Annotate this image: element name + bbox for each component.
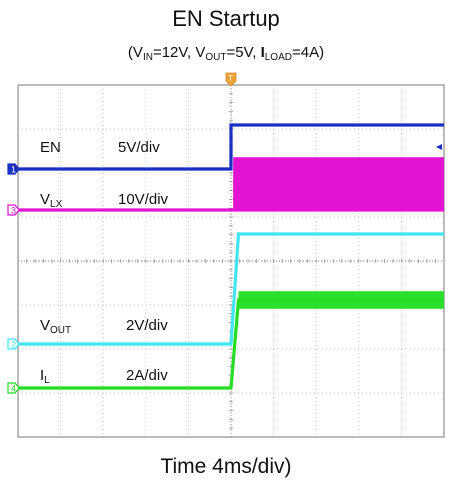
channel-marker-3: 3 <box>7 204 20 216</box>
vlx-switching-band <box>233 157 444 210</box>
subtitle-vout-symbol: V <box>195 44 206 61</box>
vout-scale-label: 2V/div <box>126 317 168 334</box>
en-trace <box>18 123 444 171</box>
subtitle-vout-value: =5V, <box>226 44 261 61</box>
en-label: EN <box>40 139 61 156</box>
il-trace <box>18 298 444 390</box>
channel-marker-number: 4 <box>11 384 16 394</box>
vlx-label-subscript: LX <box>50 199 63 210</box>
channel-marker-shape <box>7 163 20 175</box>
trigger-marker-shape <box>225 72 237 87</box>
vlx-label-main: V <box>40 191 50 208</box>
channel-marker-number: 1 <box>11 165 16 175</box>
il-label: IL <box>40 367 50 386</box>
vlx-label: VLX <box>40 191 63 210</box>
chart-title: EN Startup <box>172 6 280 31</box>
channel-marker-shape <box>7 338 20 350</box>
il-label-subscript: L <box>44 375 50 386</box>
x-axis-label: Time 4ms/div) <box>160 455 292 478</box>
channel-marker-2: 2 <box>7 338 20 350</box>
subtitle-vin-subscript: IN <box>142 52 153 63</box>
channel-marker-1: 1 <box>7 163 20 175</box>
trace-group <box>18 123 444 390</box>
en-scale-label: 5V/div <box>118 139 160 156</box>
channel-marker-number: 2 <box>11 340 16 350</box>
subtitle-iload-value: =4A) <box>291 44 325 61</box>
vout-label: VOUT <box>40 317 71 336</box>
subtitle-vin-symbol: V <box>132 44 143 61</box>
chart-subtitle: (VIN=12V, VOUT=5V, ILOAD=4A) <box>0 44 452 63</box>
channel-marker-shape <box>7 382 20 394</box>
vout-label-main: V <box>40 317 50 334</box>
vout-label-subscript: OUT <box>50 325 71 336</box>
subtitle-open: ( <box>127 44 133 61</box>
channel-markers: 1 3 2 4 T <box>7 72 442 394</box>
trigger-level-arrow <box>436 144 442 150</box>
subtitle-iload-subscript: LOAD <box>264 52 292 63</box>
il-scale-label: 2A/div <box>126 367 168 384</box>
vlx-scale-label: 10V/div <box>118 191 169 208</box>
trigger-marker-letter: T <box>228 74 233 83</box>
vout-trace <box>18 232 444 346</box>
trigger-marker: T <box>225 72 237 87</box>
channel-marker-number: 3 <box>11 206 16 216</box>
subtitle-vout-subscript: OUT <box>205 52 227 63</box>
channel-marker-4: 4 <box>7 382 20 394</box>
subtitle-iload-symbol: I <box>260 44 265 61</box>
il-label-main: I <box>40 367 44 384</box>
subtitle-vin-value: =12V, <box>152 44 196 61</box>
channel-marker-shape <box>7 204 20 216</box>
